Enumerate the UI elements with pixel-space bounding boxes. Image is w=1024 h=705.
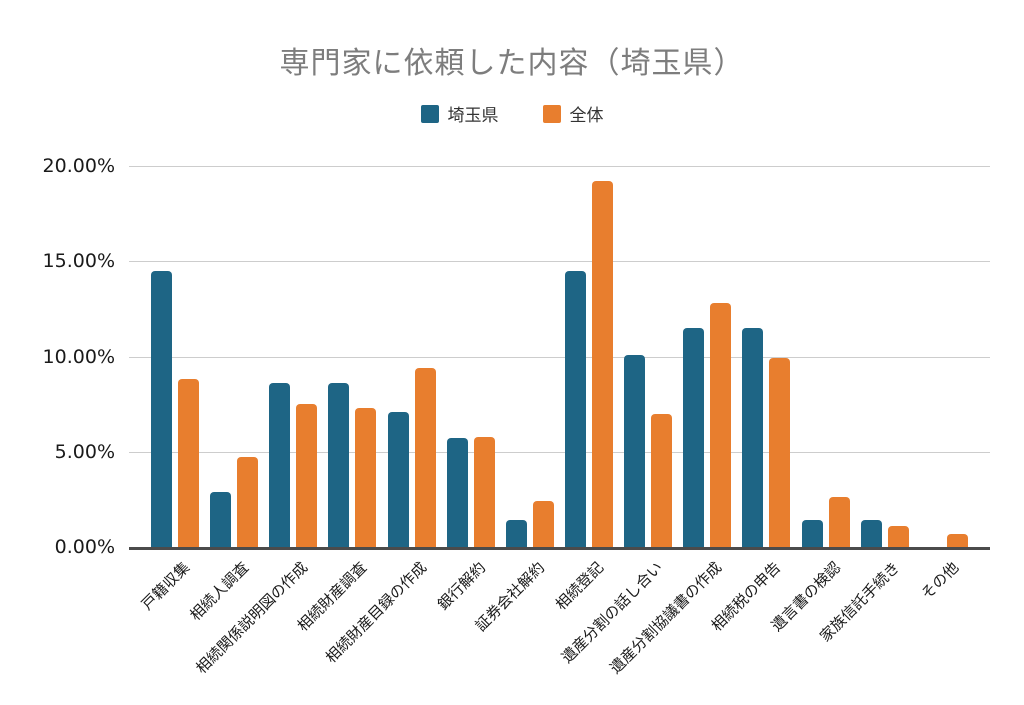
legend-item-saitama: 埼玉県 xyxy=(420,101,499,126)
bar-group-6: 銀行解約 xyxy=(434,166,495,614)
gridline xyxy=(129,356,990,358)
bar-group-10: 遺産分割協議書の作成 xyxy=(607,166,732,677)
y-tick-label: 5.00% xyxy=(54,440,115,463)
bar-overall-13 xyxy=(887,526,909,547)
bar-saitama-2 xyxy=(210,491,232,547)
bar-group-9: 遺産分割の話し合い xyxy=(558,166,673,667)
bar-overall-12 xyxy=(828,497,850,547)
y-tick-label: 0.00% xyxy=(54,536,115,558)
bar-overall-1 xyxy=(178,379,199,547)
bar-overall-5 xyxy=(414,367,436,547)
chart-legend: 埼玉県 全体 xyxy=(0,101,1024,126)
bar-saitama-13 xyxy=(860,520,882,547)
plot-area: 戸籍収集 相続人調査 相続関係説明図の作成 相続財産調査 相続財産目録の作成 銀行解約 証券… xyxy=(129,166,990,677)
bar-saitama-1 xyxy=(151,270,172,547)
bar-saitama-8 xyxy=(564,270,586,547)
chart-title: 専門家に依頼した内容（埼玉県） xyxy=(279,46,745,81)
legend-swatch-icon xyxy=(420,104,439,123)
y-tick-label: 20.00% xyxy=(42,155,115,177)
bar-series-container: 戸籍収集 相続人調査 相続関係説明図の作成 相続財産調査 相続財産目録の作成 銀行解約 証券… xyxy=(129,166,990,677)
bar-group-8: 相続登記 xyxy=(552,166,613,614)
bar-overall-10 xyxy=(710,303,732,547)
bar-saitama-10 xyxy=(683,327,705,547)
gridline xyxy=(129,166,990,167)
bar-group-5: 相続財産目録の作成 xyxy=(322,166,436,667)
x-axis-label: その他 xyxy=(917,558,962,603)
x-axis-label: 遺産分割の話し合い xyxy=(558,558,667,667)
x-axis-label: 銀行解約 xyxy=(433,558,489,614)
bar-group-14: その他 xyxy=(917,166,968,603)
bar-overall-9 xyxy=(651,413,673,547)
legend-label: 全体 xyxy=(569,106,604,126)
legend-item-overall: 全体 xyxy=(542,101,604,126)
bar-overall-8 xyxy=(591,181,613,547)
bar-overall-7 xyxy=(532,501,554,547)
bar-group-11: 相続税の申告 xyxy=(708,166,791,635)
bar-overall-3 xyxy=(296,404,318,547)
y-tick-label: 10.00% xyxy=(42,345,115,368)
x-axis-label: 相続登記 xyxy=(551,558,608,614)
bar-saitama-9 xyxy=(624,354,646,547)
bar-saitama-12 xyxy=(801,520,823,547)
bar-group-1: 戸籍収集 xyxy=(138,166,199,614)
bar-saitama-3 xyxy=(269,383,291,547)
bar-overall-6 xyxy=(473,436,495,547)
bar-saitama-11 xyxy=(742,327,764,547)
bar-saitama-6 xyxy=(446,438,468,547)
bar-group-12: 遺言書の検認 xyxy=(767,166,850,635)
bar-saitama-4 xyxy=(328,383,350,547)
bar-saitama-7 xyxy=(505,520,527,547)
bar-overall-2 xyxy=(237,457,259,547)
y-axis: 0.00% 5.00% 10.00% 15.00% 20.00% xyxy=(0,155,115,558)
bar-group-4: 相続財産調査 xyxy=(294,166,377,635)
bar-group-2: 相続人調査 xyxy=(187,166,259,624)
bar-group-7: 証券会社解約 xyxy=(472,166,554,635)
bar-group-13: 家族信託手続き xyxy=(816,166,909,645)
gridline xyxy=(129,261,990,263)
x-axis-label: 戸籍収集 xyxy=(137,558,194,614)
bar-group-3: 相続関係説明図の作成 xyxy=(193,166,318,677)
legend-swatch-icon xyxy=(542,104,561,123)
bar-overall-4 xyxy=(355,407,377,547)
bar-saitama-5 xyxy=(387,411,409,547)
bar-overall-14 xyxy=(946,533,968,547)
y-tick-label: 15.00% xyxy=(42,250,115,273)
legend-label: 埼玉県 xyxy=(447,106,499,126)
bar-overall-11 xyxy=(769,358,791,547)
gridline xyxy=(129,451,990,453)
x-axis-label: 相続財産目録の作成 xyxy=(321,558,430,667)
